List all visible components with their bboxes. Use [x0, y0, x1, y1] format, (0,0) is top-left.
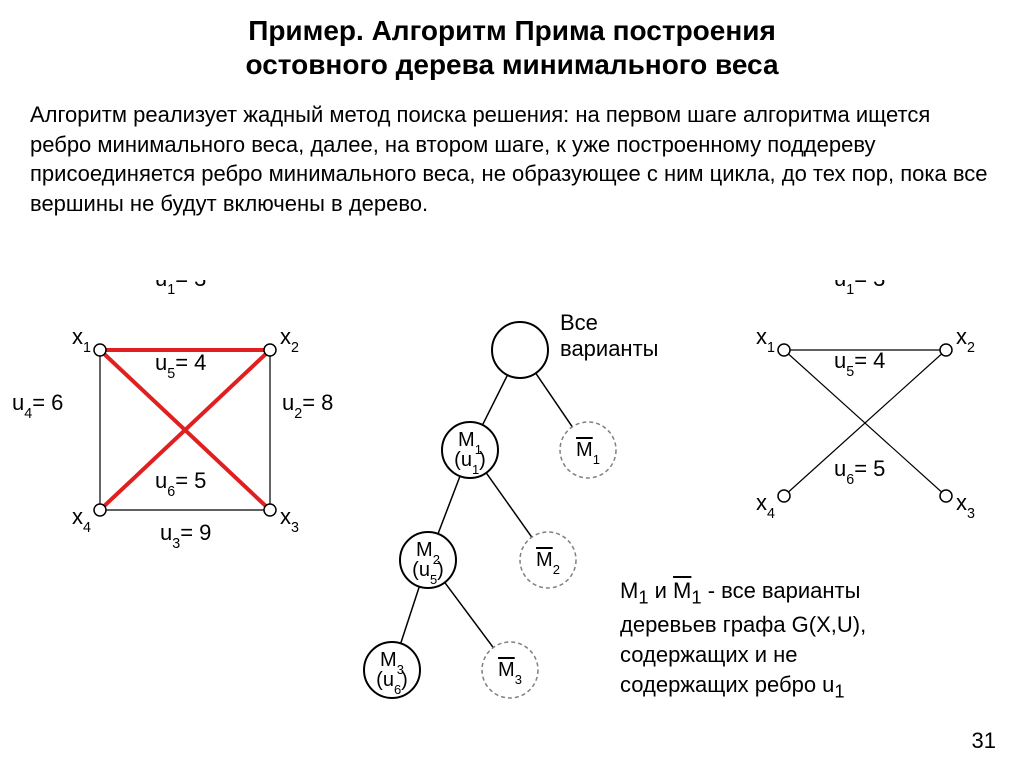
- svg-text:x3: x3: [280, 504, 299, 536]
- svg-text:x4: x4: [72, 504, 91, 536]
- right-graph: u1= 3 u5= 4 u6= 5 x1 x2 x3 x4: [694, 280, 1024, 564]
- svg-text:x4: x4: [756, 490, 775, 522]
- slide-title: Пример. Алгоритм Прима построения остовн…: [0, 14, 1024, 81]
- svg-text:x1: x1: [72, 324, 91, 356]
- svg-text:M3: M3: [498, 659, 522, 687]
- svg-text:x2: x2: [280, 324, 299, 356]
- svg-text:M1: M1: [576, 439, 600, 467]
- left-graph: u1= 3 u2= 8 u3= 9 u4= 6 u5= 4 u6= 5 x1 x2 x3 x4: [10, 280, 390, 580]
- svg-text:x3: x3: [956, 490, 975, 522]
- svg-text:u6= 5: u6= 5: [155, 468, 206, 500]
- svg-text:u3= 9: u3= 9: [160, 520, 211, 552]
- page-number: 31: [972, 728, 996, 754]
- title-line1: Пример. Алгоритм Прима построения: [0, 14, 1024, 48]
- svg-text:варианты: варианты: [560, 336, 658, 361]
- svg-text:Все: Все: [560, 310, 598, 335]
- svg-text:x2: x2: [956, 324, 975, 356]
- title-line2: остовного дерева минимального веса: [0, 48, 1024, 82]
- svg-text:u1= 3: u1= 3: [155, 280, 206, 298]
- svg-text:u5= 4: u5= 4: [155, 350, 206, 382]
- svg-text:u6= 5: u6= 5: [834, 456, 885, 488]
- svg-text:x1: x1: [756, 324, 775, 356]
- svg-text:u2= 8: u2= 8: [282, 390, 333, 422]
- body-paragraph: Алгоритм реализует жадный метод поиска р…: [30, 100, 990, 219]
- svg-text:M2: M2: [536, 549, 560, 577]
- svg-text:u5= 4: u5= 4: [834, 348, 885, 380]
- legend-text: M1 и M1 - все вариантыдеревьев графа G(X…: [620, 576, 1000, 704]
- svg-text:u4= 6: u4= 6: [12, 390, 63, 422]
- svg-text:u1= 3: u1= 3: [834, 280, 885, 298]
